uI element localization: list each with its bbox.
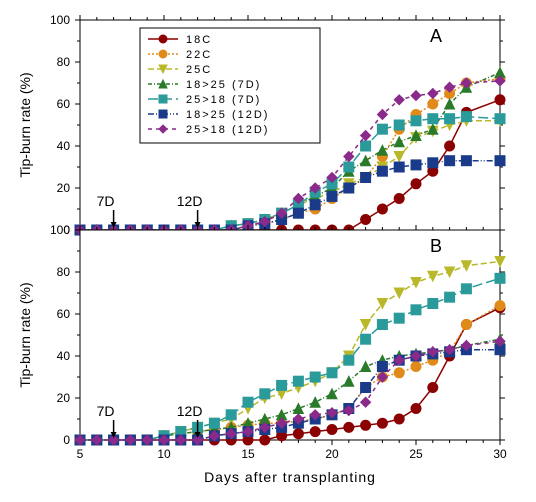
twelveD-label: 12D (177, 193, 203, 209)
ytick-label: 80 (57, 55, 71, 69)
ytick-label: 40 (57, 139, 71, 153)
xtick-label: 10 (157, 447, 171, 461)
xtick-label: 20 (325, 447, 339, 461)
xtick-label: 5 (77, 447, 84, 461)
legend-label: 18>25 (7D) (186, 79, 261, 91)
sevenD-label: 7D (97, 193, 115, 209)
ytick-label: 60 (57, 307, 71, 321)
legend-label: 25C (186, 64, 212, 76)
legend-label: 25>18 (7D) (186, 94, 261, 106)
xtick-label: 30 (493, 447, 507, 461)
y-axis-label: Tip-burn rate (%) (17, 282, 33, 387)
sevenD-label: 7D (97, 403, 115, 419)
ytick-label: 40 (57, 349, 71, 363)
ytick-label: 100 (50, 13, 70, 27)
legend-label: 18C (186, 34, 212, 46)
legend-label: 22C (186, 49, 212, 61)
panel-label: B (430, 236, 442, 256)
legend-label: 18>25 (12D) (186, 109, 269, 121)
legend: 18C 22C 25C 18>25 (7D) 25>18 (7D) 18>25 (12D)… (140, 28, 320, 143)
panel-B: 0 20 40 60 80 100 5 10 15 20 25 30 Tip-burn rate (%)… (17, 223, 507, 461)
x-axis-label: Days after transplanting (204, 469, 376, 485)
xtick-label: 15 (241, 447, 255, 461)
panel-label: A (430, 26, 442, 46)
ytick-label: 0 (63, 433, 70, 447)
ytick-label: 20 (57, 391, 71, 405)
legend-label: 25>18 (12D) (186, 124, 269, 136)
ytick-label: 20 (57, 181, 71, 195)
tipburn-chart: 020406080100Tip-burn rate (%)A7D12D02040… (0, 0, 536, 502)
ytick-label: 60 (57, 97, 71, 111)
ytick-label: 80 (57, 265, 71, 279)
twelveD-label: 12D (177, 403, 203, 419)
ytick-label: 100 (50, 223, 70, 237)
xtick-label: 25 (409, 447, 423, 461)
y-axis-label: Tip-burn rate (%) (17, 72, 33, 177)
